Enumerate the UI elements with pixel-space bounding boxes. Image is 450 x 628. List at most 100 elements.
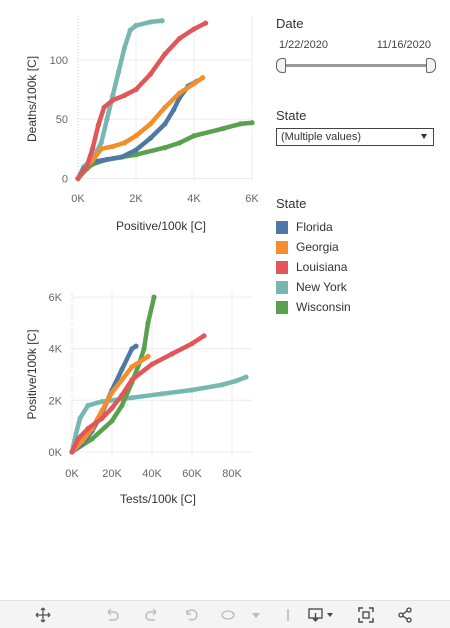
data-point[interactable] (77, 415, 83, 421)
data-point[interactable] (119, 377, 125, 383)
data-point[interactable] (219, 382, 225, 388)
data-point[interactable] (141, 346, 147, 352)
data-point[interactable] (189, 387, 195, 393)
data-point[interactable] (133, 152, 139, 158)
legend-item[interactable]: Louisiana (276, 257, 436, 277)
data-point[interactable] (159, 18, 165, 24)
legend-label: New York (296, 280, 347, 294)
data-point[interactable] (69, 449, 75, 455)
data-point[interactable] (133, 343, 139, 349)
state-dropdown[interactable]: (Multiple values) (276, 128, 434, 146)
data-point[interactable] (191, 26, 197, 32)
slider-start-handle[interactable] (276, 58, 286, 73)
data-point[interactable] (145, 353, 151, 360)
data-point[interactable] (149, 361, 155, 367)
data-point[interactable] (95, 122, 101, 128)
data-point[interactable] (176, 90, 183, 96)
data-point[interactable] (176, 35, 183, 42)
data-point[interactable] (110, 143, 116, 150)
data-point[interactable] (162, 51, 168, 57)
data-point[interactable] (121, 45, 127, 51)
data-point[interactable] (109, 405, 115, 411)
data-point[interactable] (104, 116, 110, 122)
data-point[interactable] (129, 364, 135, 370)
data-point[interactable] (129, 346, 135, 352)
data-point[interactable] (200, 75, 206, 81)
data-point[interactable] (133, 133, 139, 139)
data-point[interactable] (133, 22, 139, 29)
data-point[interactable] (75, 175, 81, 182)
data-point[interactable] (98, 140, 104, 146)
data-point[interactable] (191, 133, 197, 139)
data-point[interactable] (237, 121, 243, 127)
data-point[interactable] (110, 97, 116, 103)
legend-item[interactable]: New York (276, 277, 436, 297)
legend-label: Louisiana (296, 260, 348, 274)
data-point[interactable] (189, 340, 195, 347)
data-point[interactable] (162, 104, 168, 110)
undo-icon[interactable] (104, 607, 120, 623)
data-point[interactable] (119, 392, 125, 398)
data-point[interactable] (151, 294, 157, 300)
data-point[interactable] (147, 19, 154, 25)
data-point[interactable] (79, 438, 85, 445)
data-point[interactable] (116, 69, 122, 75)
slider-end-handle[interactable] (426, 58, 436, 73)
data-point[interactable] (169, 351, 175, 357)
data-point[interactable] (121, 92, 127, 99)
data-point[interactable] (85, 426, 91, 432)
data-point[interactable] (147, 121, 154, 127)
data-point[interactable] (118, 154, 125, 160)
data-point[interactable] (201, 333, 207, 339)
data-point[interactable] (73, 431, 79, 437)
move-icon[interactable] (35, 607, 51, 623)
data-point[interactable] (145, 320, 151, 326)
data-point[interactable] (89, 146, 96, 152)
date-range-slider[interactable] (276, 57, 436, 75)
legend-item[interactable]: Georgia (276, 237, 436, 257)
data-point[interactable] (191, 80, 197, 87)
download-icon[interactable] (308, 607, 336, 623)
fullscreen-icon[interactable] (358, 607, 374, 623)
data-point[interactable] (84, 163, 90, 170)
data-point[interactable] (89, 436, 95, 442)
data-point[interactable] (133, 86, 139, 93)
share-icon[interactable] (397, 607, 413, 623)
data-point[interactable] (104, 156, 110, 163)
data-point[interactable] (162, 145, 168, 151)
data-point[interactable] (75, 436, 81, 442)
data-point[interactable] (249, 120, 255, 126)
data-point[interactable] (220, 126, 226, 132)
data-point[interactable] (99, 398, 105, 405)
data-point[interactable] (98, 146, 104, 152)
revert-icon[interactable] (184, 607, 200, 623)
data-point[interactable] (127, 27, 133, 33)
data-point[interactable] (243, 374, 249, 380)
data-point[interactable] (133, 147, 139, 153)
data-point[interactable] (99, 415, 105, 421)
data-point[interactable] (171, 107, 177, 113)
legend-item[interactable]: Florida (276, 217, 436, 237)
data-point[interactable] (110, 92, 116, 99)
data-point[interactable] (119, 366, 125, 372)
data-point[interactable] (233, 378, 239, 384)
data-point[interactable] (109, 418, 115, 424)
data-point[interactable] (203, 20, 209, 26)
data-point[interactable] (121, 140, 127, 146)
data-point[interactable] (101, 104, 107, 110)
data-point[interactable] (129, 377, 135, 383)
pause-dropdown-icon[interactable] (248, 607, 264, 623)
data-point[interactable] (162, 121, 168, 127)
data-point[interactable] (109, 389, 115, 396)
refresh-icon[interactable] (220, 607, 236, 623)
legend-item[interactable]: Wisconsin (276, 297, 436, 317)
data-point[interactable] (119, 402, 125, 409)
data-point[interactable] (129, 395, 135, 401)
data-point[interactable] (99, 407, 105, 414)
data-point[interactable] (85, 402, 91, 409)
data-point[interactable] (147, 135, 154, 141)
data-point[interactable] (176, 140, 183, 146)
data-point[interactable] (147, 71, 154, 77)
redo-icon[interactable] (144, 607, 160, 623)
data-point[interactable] (159, 391, 165, 397)
